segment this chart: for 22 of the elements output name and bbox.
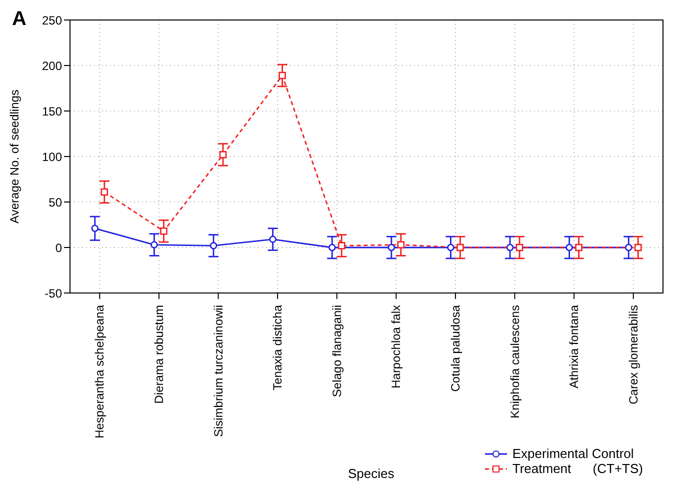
x-tick-label: Athrixia fontana	[567, 304, 582, 388]
x-tick-label: Harpochloa falx	[389, 305, 404, 388]
y-axis-title: Average No. of seedlings	[7, 90, 22, 224]
x-tick-label: Selago flanaganii	[330, 305, 344, 398]
legend-label: Experimental Control	[512, 446, 634, 461]
y-tick-label: 100	[42, 150, 62, 164]
x-tick-label: Tenaxia disticha	[270, 304, 285, 390]
y-tick-label: 50	[48, 195, 62, 210]
x-tick-label: Hesperantha schelpeana	[92, 304, 107, 438]
text: A	[12, 8, 26, 31]
x-tick-label: Carex glomerabilis	[626, 305, 640, 404]
x-axis-title: Species	[348, 466, 394, 481]
x-tick-label: Kniphofia caulescens	[508, 305, 522, 418]
x-tick-label: Cotula paludosa	[448, 304, 462, 392]
y-tick-label: 250	[42, 13, 62, 28]
y-tick-label: 200	[42, 58, 62, 73]
y-tick-label: -50	[44, 286, 62, 300]
legend-label: Treatment (CT+TS)	[512, 461, 643, 476]
y-tick-label: 0	[55, 240, 62, 255]
x-tick-label: Sisimbrium turczaninowii	[211, 305, 226, 438]
y-tick-label: 150	[42, 104, 62, 118]
x-tick-label: Dierama robustum	[152, 305, 166, 404]
